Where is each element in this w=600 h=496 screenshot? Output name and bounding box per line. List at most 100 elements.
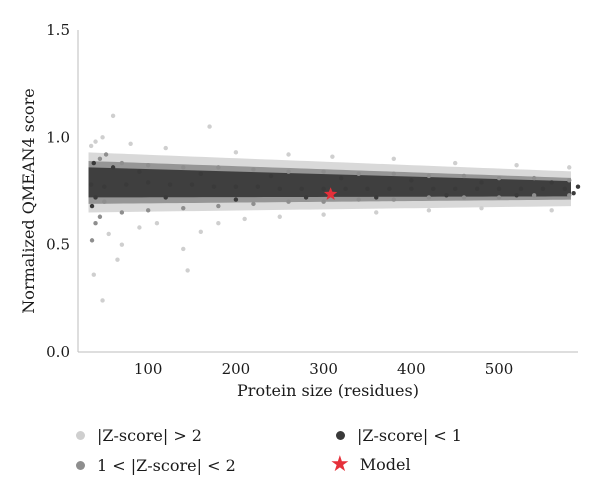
scatter-point (91, 160, 96, 166)
legend-item-z-gt-2: |Z-score| > 2 (76, 426, 202, 445)
x-tick-label: 400 (397, 360, 426, 378)
scatter-point (198, 229, 204, 234)
scatter-point (110, 165, 116, 170)
scatter-point (277, 214, 282, 219)
y-tick-label: 1.0 (46, 128, 70, 146)
legend-item-z-lt-1: |Z-score| < 1 (336, 426, 462, 445)
scatter-point (426, 173, 432, 179)
scatter-point (444, 193, 449, 198)
scatter-point (496, 175, 502, 181)
scatter-point (562, 186, 568, 192)
scatter-point (128, 141, 133, 146)
scatter-point (431, 186, 436, 192)
scatter-point (185, 268, 190, 273)
scatter-point (211, 184, 217, 189)
scatter-point (216, 203, 221, 209)
legend-dot-icon (76, 431, 85, 440)
scatter-point (321, 199, 326, 204)
scatter-point (286, 152, 291, 157)
legend-label: 1 < |Z-score| < 2 (97, 456, 236, 475)
scatter-point (103, 152, 109, 157)
scatter-point (93, 195, 98, 200)
y-axis-title: Normalized QMEAN4 score (19, 88, 38, 313)
scatter-point (356, 171, 361, 177)
scatter-point (474, 186, 480, 192)
scatter-point (163, 195, 168, 200)
scatter-point (479, 180, 484, 185)
scatter-point (167, 182, 173, 187)
scatter-point (321, 212, 326, 217)
scatter-point (567, 165, 572, 170)
scatter-point (89, 238, 95, 243)
scatter-point (374, 195, 379, 200)
scatter-point (374, 210, 379, 215)
scatter-point (216, 165, 221, 170)
data-points (88, 113, 581, 303)
scatter-point (567, 193, 572, 198)
x-tick-label: 100 (134, 360, 163, 378)
scatter-point (461, 195, 467, 200)
x-tick-label: 300 (309, 360, 338, 378)
scatter-point (514, 163, 519, 168)
scatter-point (115, 257, 120, 262)
y-tick-label: 0.0 (46, 343, 70, 361)
scatter-point (549, 180, 554, 185)
scatter-point (189, 182, 195, 187)
scatter-point (216, 221, 221, 226)
scatter-point (531, 175, 537, 181)
scatter-point (88, 182, 94, 187)
legend-label: Model (359, 455, 411, 474)
scatter-point (277, 186, 282, 192)
scatter-point (181, 205, 186, 211)
x-axis-title: Protein size (residues) (237, 381, 419, 400)
scatter-point (286, 199, 291, 204)
scatter-point (461, 173, 467, 179)
scatter-point (330, 154, 335, 159)
scatter-point (452, 186, 458, 192)
scatter-point (181, 246, 186, 252)
y-tick-label: 1.5 (46, 21, 70, 39)
point-cloud-bands (88, 152, 571, 213)
tick-labels: 0.0 0.5 1.0 1.5 100 200 300 400 500 (46, 21, 513, 378)
scatter-point (426, 208, 432, 213)
scatter-point (299, 186, 304, 192)
scatter-point (409, 186, 414, 192)
scatter-point (286, 169, 291, 174)
scatter-point (97, 156, 103, 161)
scatter-point (145, 163, 151, 168)
star-icon: ★ (330, 451, 350, 477)
model-star-point (323, 187, 338, 200)
scatter-point (338, 175, 344, 181)
scatter-point (496, 186, 502, 192)
scatter-point (391, 197, 396, 202)
scatter-point (268, 173, 274, 179)
scatter-point (391, 156, 396, 161)
scatter-point (549, 208, 554, 213)
scatter-point (452, 160, 458, 166)
axes (77, 30, 578, 353)
scatter-point (145, 208, 151, 213)
scatter-point (233, 197, 239, 202)
scatter-point (426, 195, 432, 200)
scatter-point (93, 139, 98, 144)
x-tick-label: 500 (485, 360, 514, 378)
scatter-point (207, 124, 212, 129)
scatter-point (106, 231, 111, 237)
legend-label: |Z-score| < 1 (357, 426, 462, 445)
band-z-lt-1 (88, 167, 571, 198)
scatter-point (91, 272, 96, 277)
scatter-point (321, 186, 326, 192)
scatter-point (100, 135, 105, 140)
scatter-point (137, 225, 142, 230)
scatter-point (154, 221, 160, 226)
scatter-point (575, 184, 581, 189)
scatter-point (242, 216, 247, 222)
scatter-point (343, 186, 348, 192)
scatter-chart: 0.0 0.5 1.0 1.5 100 200 300 400 500 Protein size… (19, 21, 581, 400)
scatter-point (571, 190, 576, 196)
scatter-point (531, 193, 537, 198)
scatter-point (233, 184, 239, 189)
scatter-point (89, 203, 95, 209)
scatter-point (255, 184, 261, 189)
scatter-point (181, 165, 186, 170)
